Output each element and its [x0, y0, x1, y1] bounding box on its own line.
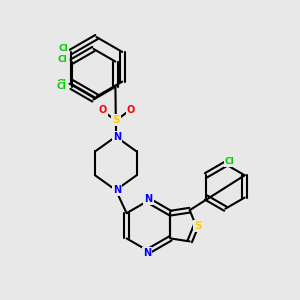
Text: N: N	[113, 185, 122, 195]
Text: S: S	[112, 115, 120, 125]
Text: N: N	[145, 194, 153, 204]
Text: N: N	[143, 248, 151, 257]
Text: S: S	[194, 221, 201, 231]
Text: Cl: Cl	[56, 82, 66, 91]
Text: O: O	[98, 105, 106, 115]
Text: Cl: Cl	[58, 44, 68, 53]
Text: Cl: Cl	[225, 157, 235, 166]
Text: Cl: Cl	[57, 79, 67, 88]
Text: N: N	[113, 132, 122, 142]
Text: O: O	[127, 105, 135, 115]
Text: Cl: Cl	[57, 55, 67, 64]
